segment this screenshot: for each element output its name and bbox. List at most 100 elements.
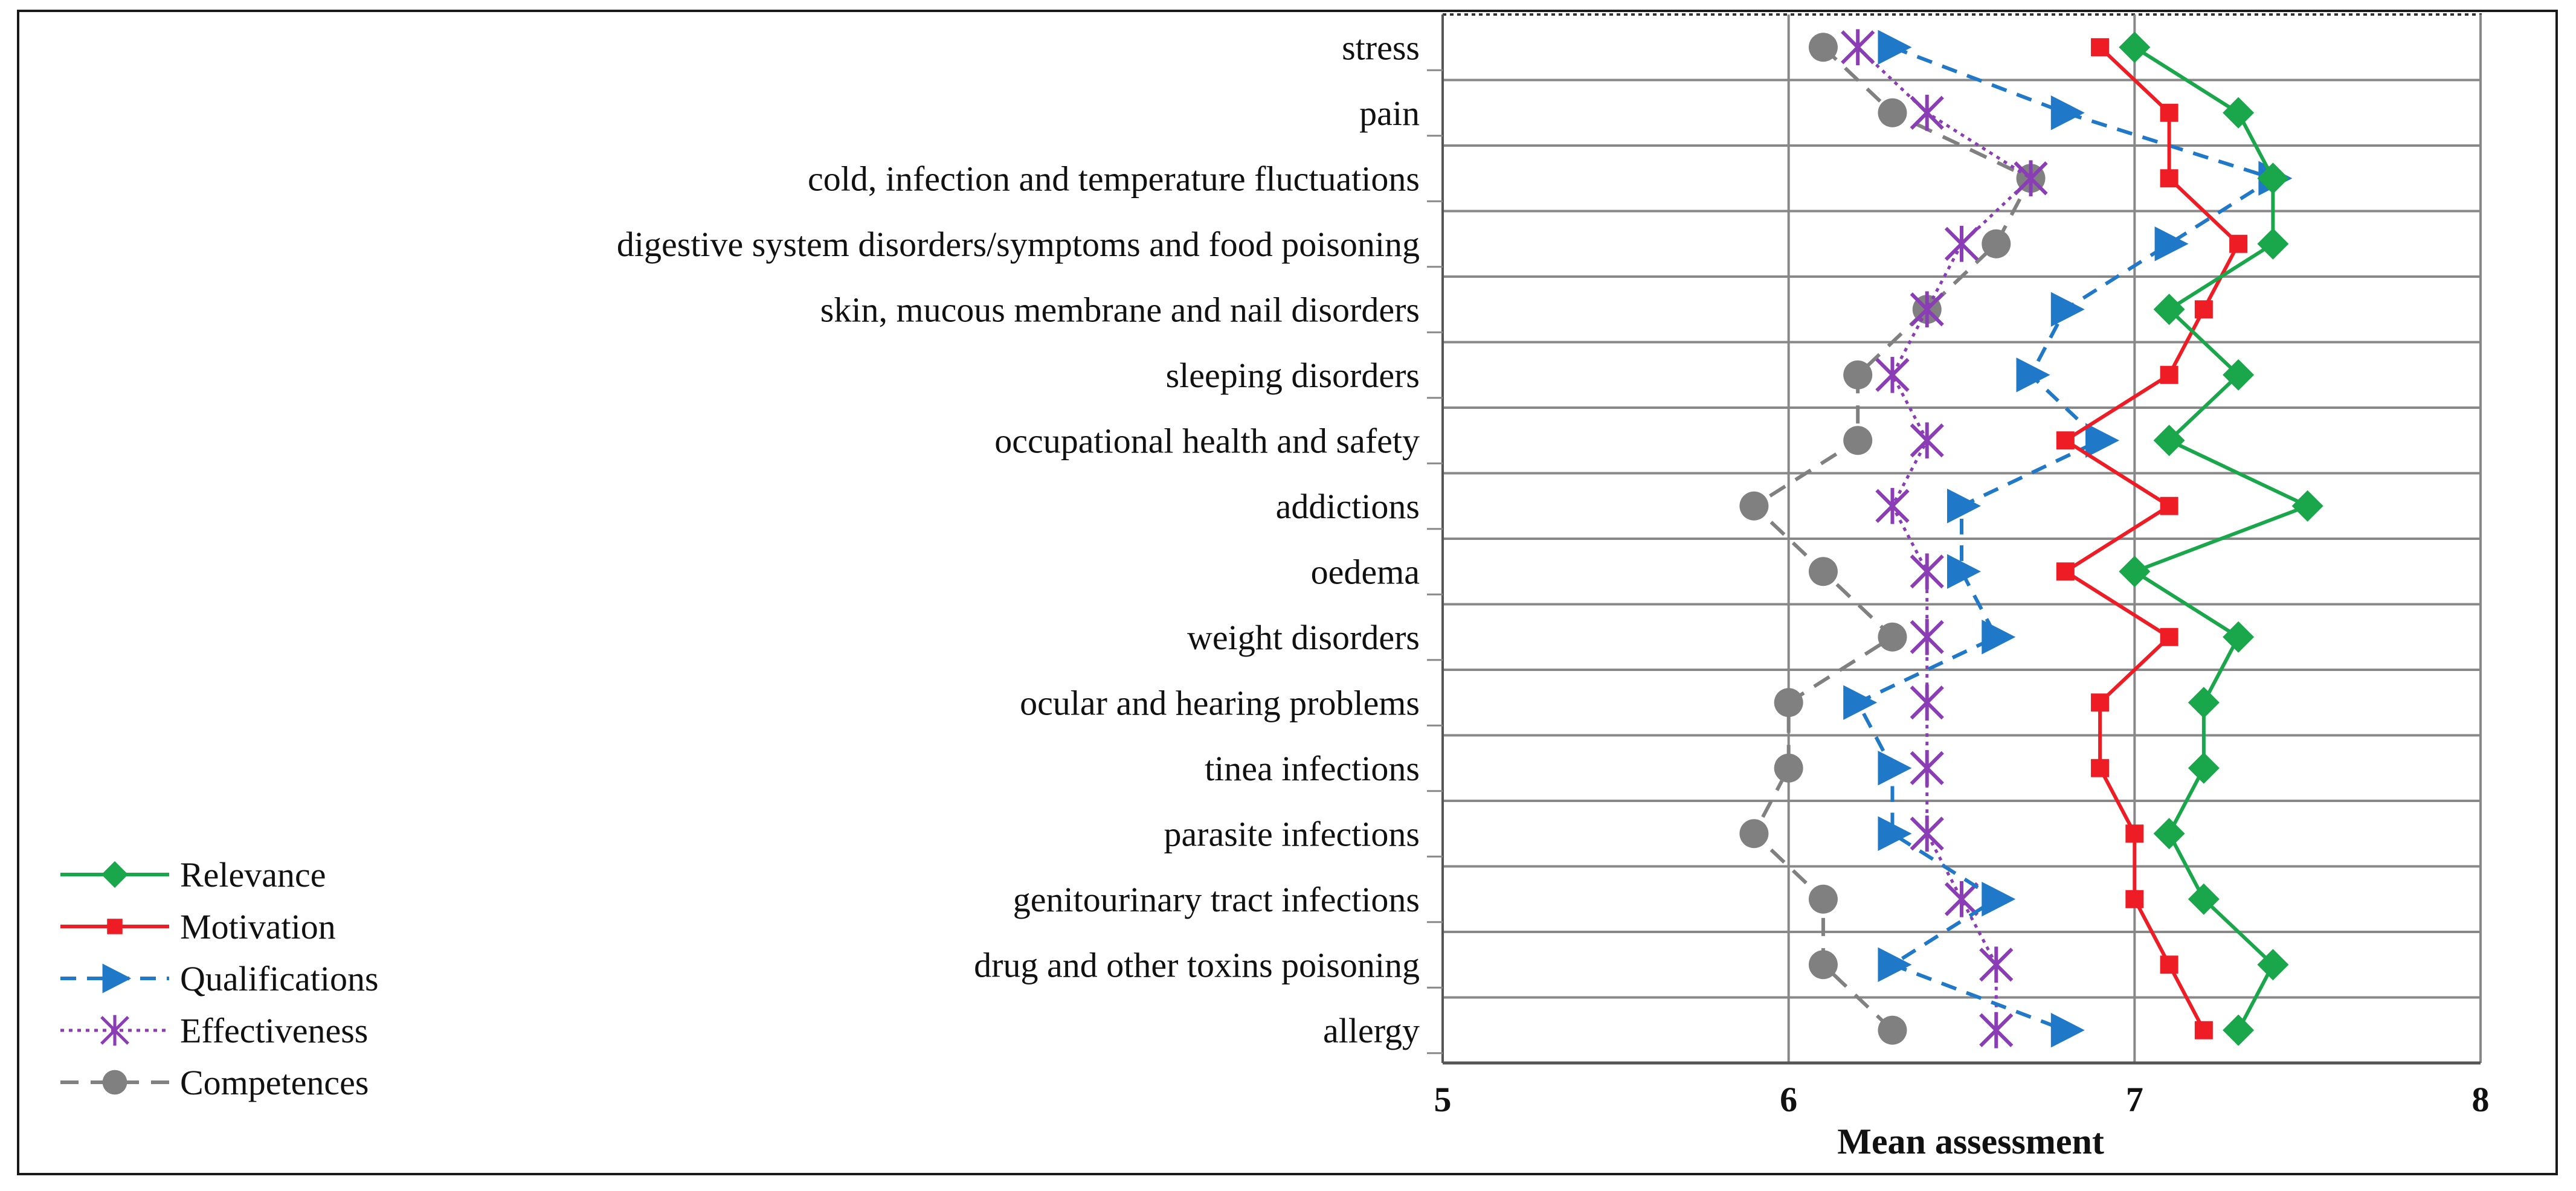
legend-swatch-marker — [102, 1070, 127, 1095]
data-point-competences — [1808, 33, 1838, 62]
data-point-relevance — [2188, 883, 2220, 915]
data-point-motivation — [2160, 169, 2178, 188]
data-point-competences — [1774, 688, 1803, 717]
data-point-relevance — [2188, 752, 2220, 784]
data-point-effectiveness — [1910, 815, 1944, 852]
legend-label: Qualifications — [180, 959, 379, 998]
category-label: weight disorders — [1187, 618, 1420, 657]
data-point-qualifications — [1878, 30, 1912, 65]
data-point-competences — [1878, 622, 1907, 652]
category-label: cold, infection and temperature fluctuat… — [808, 159, 1420, 198]
data-point-effectiveness — [1910, 684, 1944, 721]
data-point-effectiveness — [1875, 487, 1910, 524]
data-point-effectiveness — [1910, 94, 1944, 131]
data-point-relevance — [2257, 949, 2289, 981]
data-point-relevance — [2223, 359, 2255, 391]
data-point-qualifications — [1982, 881, 2016, 917]
series-layer — [1739, 29, 2323, 1048]
legend-item-motivation: Motivation — [60, 907, 336, 946]
data-point-qualifications — [1947, 554, 1981, 589]
legend-label: Relevance — [180, 855, 326, 894]
category-label: digestive system disorders/symptoms and … — [617, 225, 1420, 264]
legend-swatch-marker — [102, 963, 132, 994]
data-point-motivation — [2194, 1021, 2213, 1039]
category-label: ocular and hearing problems — [1020, 683, 1420, 722]
category-label: skin, mucous membrane and nail disorders — [820, 290, 1420, 329]
data-point-competences — [1774, 753, 1803, 783]
data-point-qualifications — [1843, 685, 1878, 721]
category-label: addictions — [1276, 487, 1420, 526]
data-point-qualifications — [1878, 816, 1912, 852]
data-point-qualifications — [2154, 226, 2189, 262]
data-point-qualifications — [1878, 947, 1912, 983]
data-point-effectiveness — [1910, 618, 1944, 655]
data-point-motivation — [2160, 628, 2178, 646]
series-line-competences — [1752, 46, 2033, 1032]
data-point-relevance — [2153, 294, 2185, 326]
x-tick-label: 7 — [2126, 1080, 2143, 1119]
data-point-relevance — [2291, 490, 2323, 522]
category-label: parasite infections — [1164, 814, 1420, 853]
x-axis: 5 6 7 8 — [1434, 1080, 2490, 1119]
legend-label: Competences — [180, 1063, 369, 1102]
data-point-qualifications — [2050, 95, 2085, 130]
legend-item-relevance: Relevance — [60, 855, 326, 894]
data-point-motivation — [2091, 693, 2110, 712]
x-tick-label: 8 — [2472, 1080, 2490, 1119]
data-point-effectiveness — [1910, 750, 1944, 786]
data-point-relevance — [2223, 1014, 2255, 1046]
category-label: occupational health and safety — [994, 421, 1420, 460]
data-point-motivation — [2160, 103, 2178, 122]
data-point-relevance — [2119, 31, 2151, 63]
data-point-competences — [1843, 426, 1873, 455]
data-point-qualifications — [1982, 619, 2016, 655]
data-point-motivation — [2229, 234, 2248, 253]
data-point-relevance — [2257, 162, 2289, 194]
category-labels: stress pain cold, infection and temperatur… — [617, 28, 1443, 1055]
data-point-effectiveness — [2014, 160, 2048, 197]
category-label: stress — [1342, 28, 1420, 67]
x-tick-label: 5 — [1434, 1080, 1452, 1119]
x-axis-title: Mean assessment — [1837, 1122, 2104, 1161]
data-point-motivation — [2160, 496, 2178, 515]
legend-label: Effectiveness — [180, 1011, 368, 1050]
data-point-motivation — [2160, 365, 2178, 384]
legend-item-effectiveness: Effectiveness — [60, 1011, 368, 1050]
category-label: tinea infections — [1205, 749, 1420, 788]
series-line-relevance — [2133, 45, 2310, 1032]
category-label: drug and other toxins poisoning — [974, 945, 1420, 984]
data-point-motivation — [2056, 562, 2075, 581]
category-label: pain — [1359, 94, 1420, 133]
data-point-competences — [1808, 950, 1838, 980]
data-point-qualifications — [2085, 423, 2120, 458]
data-point-competences — [1808, 884, 1838, 914]
data-point-relevance — [2119, 556, 2151, 588]
data-point-motivation — [2194, 300, 2213, 319]
legend-label: Motivation — [180, 907, 336, 946]
data-point-competences — [1878, 98, 1907, 127]
data-point-effectiveness — [1910, 291, 1944, 328]
data-point-motivation — [2160, 955, 2178, 974]
data-point-qualifications — [2050, 292, 2085, 327]
legend-item-competences: Competences — [60, 1063, 369, 1102]
category-label: oedema — [1311, 552, 1420, 591]
data-point-motivation — [2125, 824, 2144, 843]
grid-layer — [1441, 13, 2482, 1065]
data-point-effectiveness — [1910, 422, 1944, 459]
data-point-effectiveness — [1979, 946, 2014, 983]
legend-item-qualifications: Qualifications — [60, 959, 379, 998]
data-point-motivation — [2125, 890, 2144, 908]
data-point-relevance — [2223, 621, 2255, 653]
data-point-motivation — [2091, 38, 2110, 57]
data-point-effectiveness — [1944, 225, 1979, 262]
data-point-competences — [1843, 360, 1873, 390]
data-point-effectiveness — [1841, 29, 1875, 66]
category-label: sleeping disorders — [1166, 356, 1420, 395]
data-point-effectiveness — [1944, 881, 1979, 917]
legend-swatch-marker — [100, 1015, 129, 1046]
data-point-qualifications — [1947, 488, 1981, 524]
data-point-relevance — [2188, 687, 2220, 719]
series-line-qualifications — [1856, 45, 2275, 1032]
data-point-competences — [1739, 819, 1769, 849]
